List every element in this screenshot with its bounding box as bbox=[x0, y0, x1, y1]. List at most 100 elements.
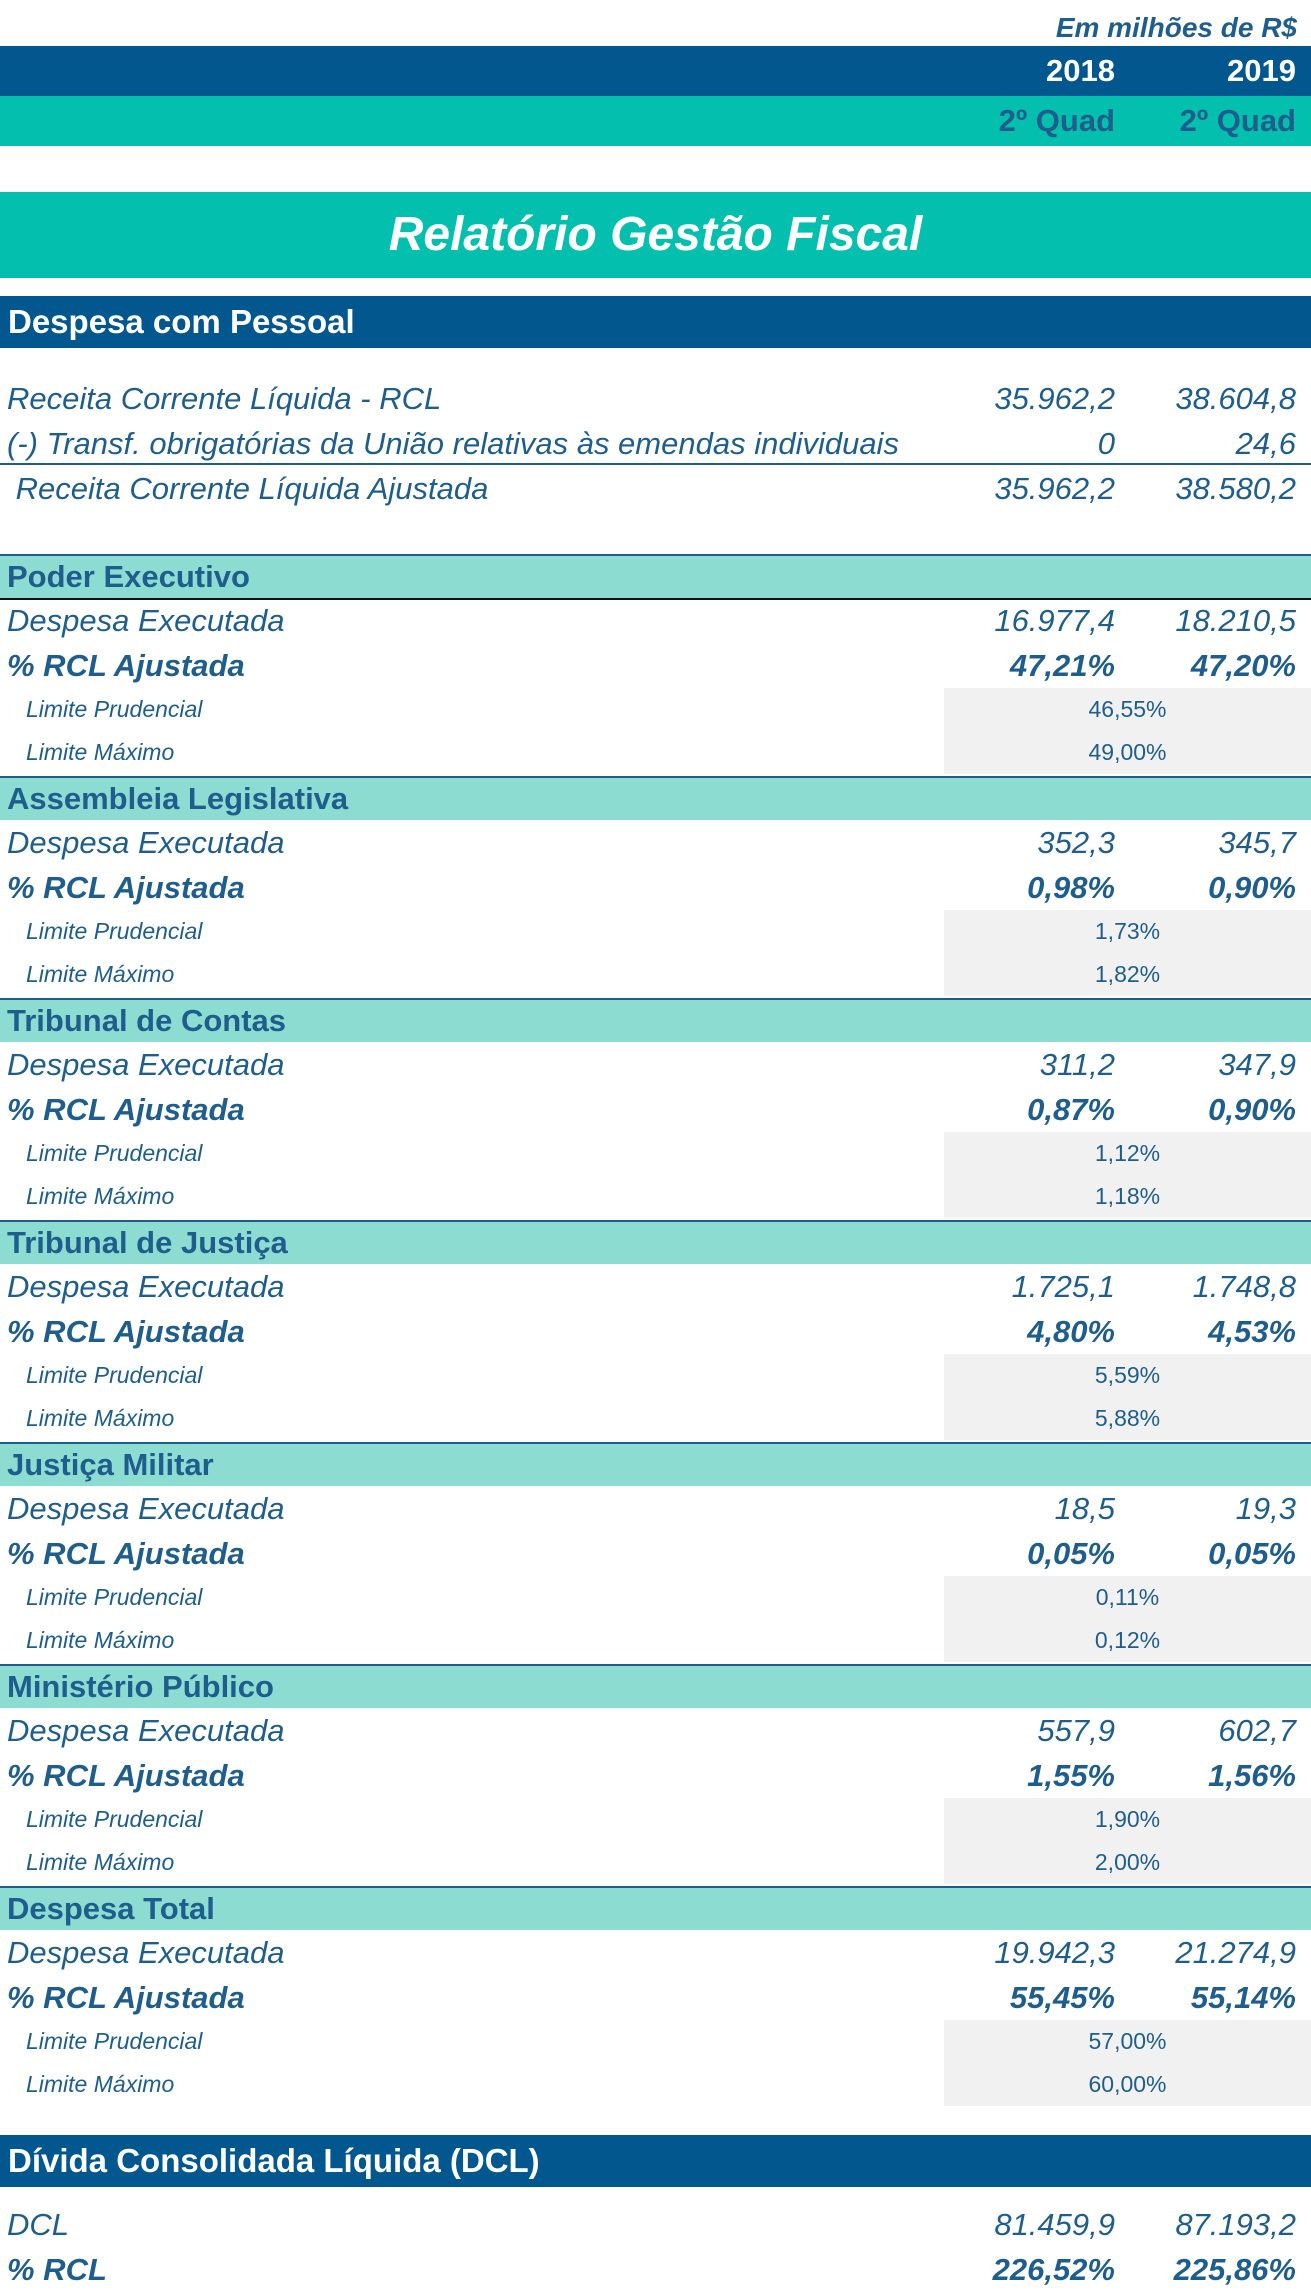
row-label: Limite Prudencial bbox=[26, 1140, 203, 1166]
limit-shade bbox=[944, 2020, 1311, 2063]
value-2018: 352,3 bbox=[1037, 825, 1115, 860]
value-2019: 225,86% bbox=[1173, 2252, 1296, 2287]
limit-shade bbox=[944, 1576, 1311, 1619]
value-2019: 0,05% bbox=[1208, 1536, 1296, 1571]
value-2019: 87.193,2 bbox=[1175, 2207, 1296, 2242]
value-2018: 0,98% bbox=[1027, 870, 1115, 905]
value-2019: 24,6 bbox=[1235, 426, 1296, 461]
limit-shade bbox=[944, 1354, 1311, 1397]
row-label: Limite Prudencial bbox=[26, 696, 203, 722]
value-2018: 16.977,4 bbox=[994, 603, 1115, 638]
value-2018: 81.459,9 bbox=[994, 2207, 1115, 2242]
row-despesa-executada: Despesa Executada 18,5 19,3 bbox=[0, 1486, 1311, 1531]
limit-value: 1,12% bbox=[1094, 1140, 1161, 1166]
row-label: Limite Máximo bbox=[26, 2071, 175, 2097]
row-limite-prudencial: Limite Prudencial 1,73% bbox=[0, 910, 1311, 953]
row-label: % RCL bbox=[7, 2252, 107, 2287]
row-label: Despesa Executada bbox=[7, 603, 285, 638]
row-label: Limite Prudencial bbox=[26, 1584, 203, 1610]
divider bbox=[0, 463, 1311, 465]
row-label: (-) Transf. obrigatórias da União relati… bbox=[7, 426, 899, 461]
value-2018: 311,2 bbox=[1039, 1047, 1115, 1082]
row-pct-rcl-ajustada: % RCL Ajustada 0,98% 0,90% bbox=[0, 865, 1311, 910]
row-pct-rcl-ajustada: % RCL Ajustada 55,45% 55,14% bbox=[0, 1975, 1311, 2020]
limit-shade bbox=[944, 1175, 1311, 1218]
limit-shade bbox=[944, 731, 1311, 774]
value-2018: 226,52% bbox=[992, 2252, 1115, 2287]
value-2018: 47,21% bbox=[1009, 648, 1115, 683]
row-despesa-executada: Despesa Executada 311,2 347,9 bbox=[0, 1042, 1311, 1087]
limit-shade bbox=[944, 953, 1311, 996]
row-label: DCL bbox=[7, 2207, 70, 2242]
limit-value: 1,18% bbox=[1094, 1183, 1161, 1209]
limit-value: 49,00% bbox=[1088, 739, 1167, 765]
group-heading-despesa-total: Despesa Total bbox=[0, 1886, 1311, 1930]
row-limite-prudencial: Limite Prudencial 0,11% bbox=[0, 1576, 1311, 1619]
row-limite-maximo: Limite Máximo 2,00% bbox=[0, 1841, 1311, 1884]
value-2019: 347,9 bbox=[1218, 1047, 1296, 1082]
row-limite-prudencial: Limite Prudencial 1,90% bbox=[0, 1798, 1311, 1841]
row-label: Receita Corrente Líquida Ajustada bbox=[7, 471, 489, 506]
limit-value: 1,82% bbox=[1094, 961, 1161, 987]
limit-shade bbox=[944, 688, 1311, 731]
limit-shade bbox=[944, 1798, 1311, 1841]
row-label: Limite Máximo bbox=[26, 1183, 175, 1209]
value-2019: 21.274,9 bbox=[1175, 1935, 1296, 1970]
value-2019: 1,56% bbox=[1208, 1758, 1296, 1793]
period-2019: 2º Quad bbox=[1179, 103, 1296, 138]
row-label: Limite Máximo bbox=[26, 1627, 175, 1653]
limit-shade bbox=[944, 1397, 1311, 1440]
row-limite-prudencial: Limite Prudencial 1,12% bbox=[0, 1132, 1311, 1175]
row-label: % RCL Ajustada bbox=[7, 1314, 245, 1349]
row-pct-rcl: % RCL 226,52% 225,86% bbox=[0, 2247, 1311, 2292]
value-2018: 35.962,2 bbox=[994, 381, 1115, 416]
row-label: Limite Prudencial bbox=[26, 1806, 203, 1832]
row-label: Limite Prudencial bbox=[26, 918, 203, 944]
report-title: Relatório Gestão Fiscal bbox=[0, 192, 1311, 278]
row-label: Despesa Executada bbox=[7, 1047, 285, 1082]
row-label: Despesa Executada bbox=[7, 1713, 285, 1748]
period-2018: 2º Quad bbox=[998, 103, 1115, 138]
row-pct-rcl-ajustada: % RCL Ajustada 1,55% 1,56% bbox=[0, 1753, 1311, 1798]
limit-value: 2,00% bbox=[1094, 1849, 1161, 1875]
row-label: Despesa Executada bbox=[7, 1269, 285, 1304]
value-2018: 0 bbox=[1097, 426, 1115, 461]
row-despesa-executada: Despesa Executada 557,9 602,7 bbox=[0, 1708, 1311, 1753]
row-limite-maximo: Limite Máximo 5,88% bbox=[0, 1397, 1311, 1440]
row-label: Despesa Executada bbox=[7, 825, 285, 860]
units-label: Em milhões de R$ bbox=[1055, 12, 1297, 43]
value-2019: 55,14% bbox=[1190, 1980, 1296, 2015]
year-2019: 2019 bbox=[1227, 53, 1296, 88]
row-label: Despesa Executada bbox=[7, 1935, 285, 1970]
row-limite-maximo: Limite Máximo 1,82% bbox=[0, 953, 1311, 996]
value-2019: 345,7 bbox=[1218, 825, 1296, 860]
row-label: Limite Máximo bbox=[26, 739, 175, 765]
row-limite-maximo: Limite Máximo 60,00% bbox=[0, 2063, 1311, 2106]
period-header-bar: 2º Quad 2º Quad bbox=[0, 96, 1311, 146]
limit-value: 0,12% bbox=[1094, 1627, 1161, 1653]
row-label: Limite Máximo bbox=[26, 1849, 175, 1875]
row-label: Limite Máximo bbox=[26, 1405, 175, 1431]
row-limite-prudencial: Limite Prudencial 5,59% bbox=[0, 1354, 1311, 1397]
limit-value: 60,00% bbox=[1088, 2071, 1167, 2097]
row-limite-maximo: Limite Máximo 49,00% bbox=[0, 731, 1311, 774]
year-header-bar: 2018 2019 bbox=[0, 46, 1311, 96]
year-2018: 2018 bbox=[1046, 53, 1115, 88]
value-2019: 1.748,8 bbox=[1192, 1269, 1296, 1304]
row-rcl-ajustada: Receita Corrente Líquida Ajustada 35.962… bbox=[0, 466, 1311, 511]
row-label: Receita Corrente Líquida - RCL bbox=[7, 381, 442, 416]
section-heading-pessoal: Despesa com Pessoal bbox=[0, 296, 1311, 348]
value-2019: 0,90% bbox=[1208, 870, 1296, 905]
limit-shade bbox=[944, 1619, 1311, 1662]
value-2018: 35.962,2 bbox=[994, 471, 1115, 506]
divider bbox=[0, 598, 1311, 600]
limit-shade bbox=[944, 1841, 1311, 1884]
limit-shade bbox=[944, 910, 1311, 953]
group-heading-justica-militar: Justiça Militar bbox=[0, 1442, 1311, 1486]
row-label: % RCL Ajustada bbox=[7, 1536, 245, 1571]
row-pct-rcl-ajustada: % RCL Ajustada 4,80% 4,53% bbox=[0, 1309, 1311, 1354]
value-2019: 47,20% bbox=[1190, 648, 1296, 683]
value-2018: 18,5 bbox=[1054, 1491, 1115, 1526]
row-pct-rcl-ajustada: % RCL Ajustada 0,05% 0,05% bbox=[0, 1531, 1311, 1576]
row-label: Limite Máximo bbox=[26, 961, 175, 987]
